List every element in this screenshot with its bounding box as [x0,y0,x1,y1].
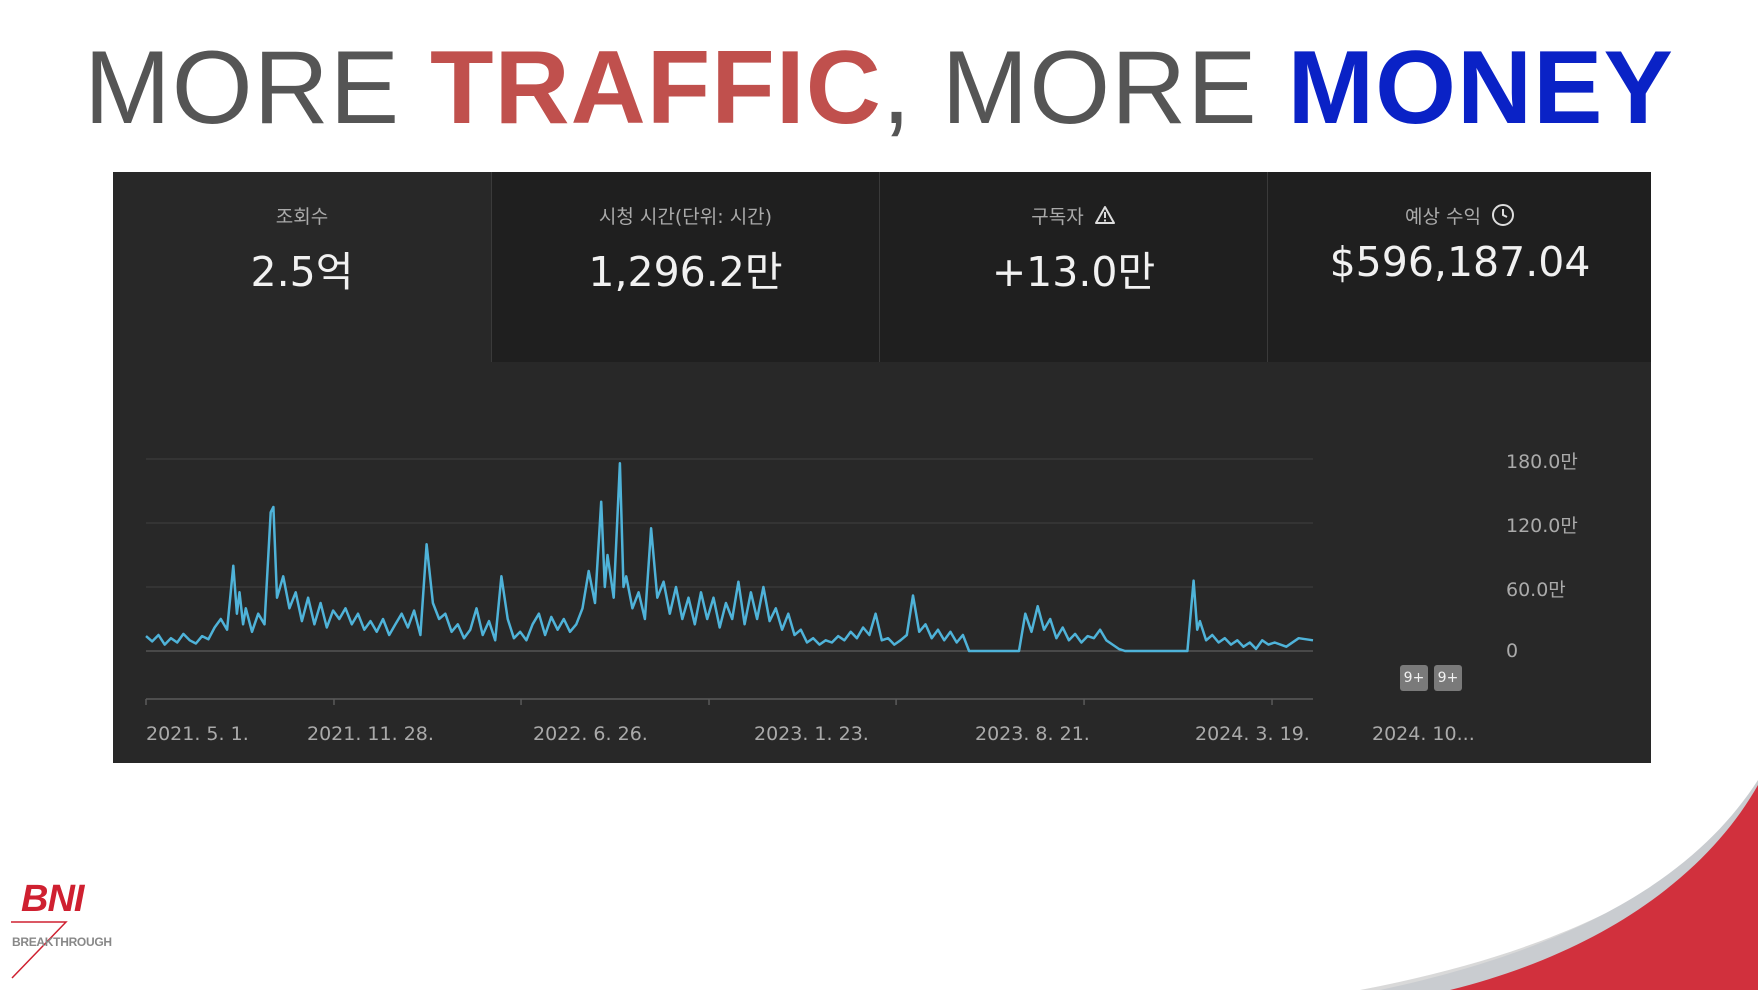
metric-tabs: 조회수 2.5억 시청 시간(단위: 시간) 1,296.2만 구독자 +13.… [113,172,1651,362]
x-tick-label: 2021. 5. 1. [146,723,249,745]
warning-triangle-icon[interactable] [1094,205,1116,230]
tab-revenue-label-row: 예상 수익 [1268,202,1651,232]
annotation-badge[interactable]: 9+ [1434,665,1462,691]
tab-revenue-value: $596,187.04 [1329,238,1591,286]
y-tick-label: 0 [1506,640,1519,662]
logo-wordmark: BNI [21,878,84,920]
y-tick-label: 120.0만 [1506,515,1578,537]
tab-revenue-label: 예상 수익 [1405,206,1481,228]
decorative-swoosh [1360,780,1758,990]
tab-subscribers-label-row: 구독자 [880,202,1267,230]
headline: MORE TRAFFIC, MORE MONEY [0,30,1758,146]
tab-watch-time[interactable]: 시청 시간(단위: 시간) 1,296.2만 [491,172,879,362]
tab-subscribers-label: 구독자 [1031,206,1084,228]
headline-more-2: , MORE [881,30,1288,146]
logo-triangle-mark [11,921,68,979]
x-tick-label: 2023. 1. 23. [754,723,869,745]
y-tick-label: 180.0만 [1506,451,1578,473]
x-tick-label: 2022. 6. 26. [533,723,648,745]
bni-logo: BNI BREAKTHROUGH [10,878,120,988]
tab-views-value: 2.5억 [250,248,354,296]
tab-revenue[interactable]: 예상 수익 $596,187.04 [1267,172,1651,362]
headline-more-1: MORE [84,30,431,146]
series-line-views[interactable] [145,462,1314,653]
tab-subscribers[interactable]: 구독자 +13.0만 [879,172,1267,362]
analytics-dashboard: 조회수 2.5억 시청 시간(단위: 시간) 1,296.2만 구독자 +13.… [113,172,1651,763]
x-tick-label: 2021. 11. 28. [307,723,434,745]
tab-views[interactable]: 조회수 2.5억 [113,172,491,362]
tab-watch-time-label: 시청 시간(단위: 시간) [598,206,773,228]
headline-traffic: TRAFFIC [430,30,882,146]
x-tick-label: 2024. 10... [1372,723,1475,745]
logo-tagline: BREAKTHROUGH [12,935,112,949]
headline-money: MONEY [1287,30,1674,146]
annotation-badge[interactable]: 9+ [1400,665,1428,691]
tab-watch-time-value: 1,296.2만 [588,248,783,296]
x-tick-label: 2023. 8. 21. [975,723,1090,745]
views-line-chart [145,458,1314,705]
x-tick-label: 2024. 3. 19. [1195,723,1310,745]
y-tick-label: 60.0만 [1506,579,1566,601]
tab-views-label: 조회수 [275,206,329,228]
tab-subscribers-value: +13.0만 [991,248,1156,296]
clock-icon[interactable] [1491,203,1515,232]
